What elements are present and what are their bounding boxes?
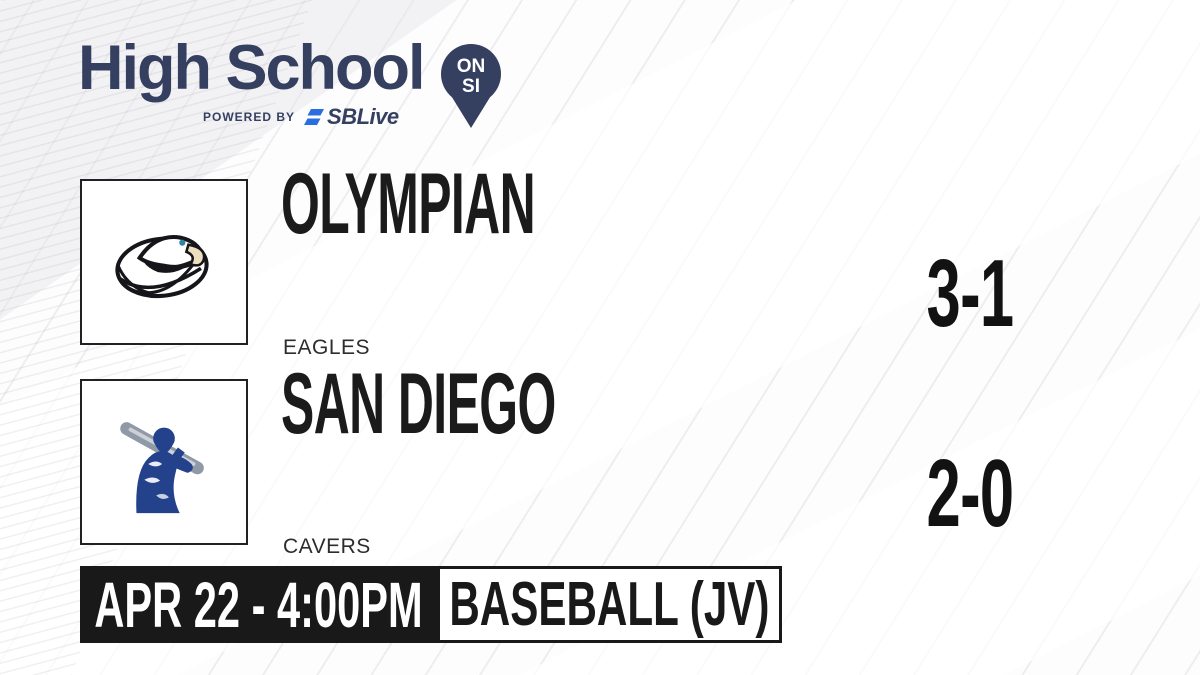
game-datetime-box: APR 22 - 4:00PM [80, 566, 437, 643]
game-sport: BASEBALL (JV) [449, 569, 770, 639]
team1-record: 3-1 [926, 240, 1015, 347]
team2-name: SAN DIEGO [281, 356, 556, 452]
sponsor-logo: SBLive [304, 104, 399, 130]
brand-title: High School [78, 33, 425, 103]
sblive-bolt-icon [304, 109, 325, 125]
team2-logo-box [80, 379, 248, 545]
eagle-logo [115, 234, 209, 299]
caveman-logo [120, 422, 204, 514]
team1-mascot: EAGLES [283, 336, 371, 359]
pin-text-on: ON [457, 56, 486, 77]
team2-mascot: CAVERS [283, 535, 371, 558]
sponsor-name: SBLive [327, 104, 399, 129]
pin-text-si: SI [462, 76, 480, 97]
team2-record: 2-0 [926, 440, 1015, 547]
powered-by-row: POWERED BY SBLive [203, 104, 399, 130]
team1-name: OLYMPIAN [281, 156, 536, 252]
game-sport-box: BASEBALL (JV) [437, 566, 782, 643]
team1-logo-box [80, 179, 248, 345]
game-datetime: APR 22 - 4:00PM [94, 568, 423, 641]
powered-by-label: POWERED BY [203, 110, 296, 124]
on-si-pin-icon: ON SI [441, 44, 501, 128]
